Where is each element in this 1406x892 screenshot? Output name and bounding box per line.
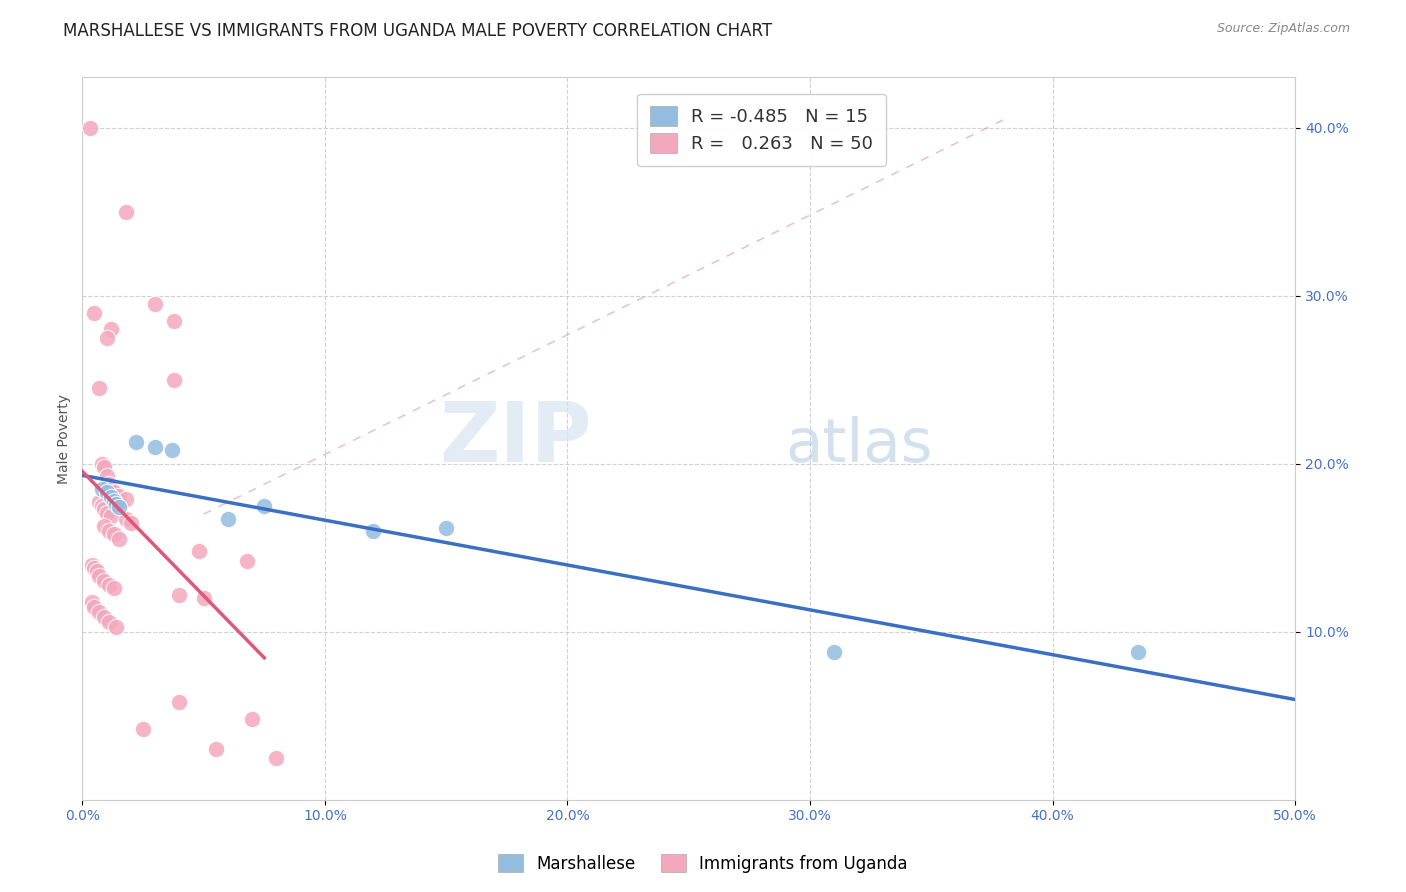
Point (240, 712, 263, 726)
Text: MARSHALLESE VS IMMIGRANTS FROM UGANDA MALE POVERTY CORRELATION CHART: MARSHALLESE VS IMMIGRANTS FROM UGANDA MA… (63, 22, 772, 40)
Point (132, 722, 155, 736)
Text: Source: ZipAtlas.com: Source: ZipAtlas.com (1216, 22, 1350, 36)
Legend: Marshallese, Immigrants from Uganda: Marshallese, Immigrants from Uganda (492, 847, 914, 880)
Point (86, 564, 108, 578)
Point (103, 527, 125, 541)
Point (93, 609, 115, 624)
Point (98, 524, 121, 538)
Point (103, 485, 125, 500)
Point (169, 588, 191, 602)
Point (100, 322, 122, 336)
Text: ZIP: ZIP (439, 398, 592, 479)
Point (266, 751, 288, 765)
Point (98, 615, 121, 629)
Legend: R = -0.485   N = 15, R =   0.263   N = 50: R = -0.485 N = 15, R = 0.263 N = 50 (637, 94, 886, 166)
Point (124, 434, 146, 449)
Point (90, 482, 112, 496)
Point (1126, 645, 1149, 659)
Point (89, 605, 111, 619)
Point (143, 440, 166, 454)
Point (90, 499, 112, 513)
Point (100, 491, 122, 505)
Point (163, 373, 186, 387)
Point (100, 508, 122, 523)
Text: atlas: atlas (786, 417, 934, 475)
Point (107, 500, 129, 515)
Point (163, 314, 186, 328)
Point (98, 578, 121, 592)
Point (193, 591, 215, 606)
Point (80, 558, 103, 572)
Point (823, 645, 845, 659)
Point (96, 485, 118, 500)
Point (204, 742, 226, 756)
Point (143, 297, 166, 311)
Point (96, 331, 118, 345)
Point (187, 544, 209, 558)
Point (120, 516, 142, 530)
Point (434, 521, 457, 535)
Point (103, 493, 125, 508)
Point (363, 524, 385, 538)
Point (160, 443, 183, 458)
Point (107, 533, 129, 547)
Point (83, 561, 105, 575)
Point (83, 305, 105, 319)
Point (93, 519, 115, 533)
Point (107, 489, 129, 503)
Point (89, 569, 111, 583)
Point (100, 482, 122, 496)
Point (93, 460, 115, 475)
Point (115, 204, 138, 219)
Point (115, 491, 138, 506)
Point (93, 574, 115, 589)
Point (169, 695, 191, 709)
Point (236, 554, 259, 568)
Point (253, 499, 276, 513)
Point (96, 506, 118, 520)
Point (79, 120, 101, 135)
Point (89, 495, 111, 509)
Point (90, 457, 112, 471)
Point (83, 599, 105, 614)
Point (98, 477, 121, 491)
Point (93, 502, 115, 516)
Point (105, 620, 128, 634)
Point (105, 497, 128, 511)
Point (115, 512, 138, 526)
Point (89, 381, 111, 395)
Y-axis label: Male Poverty: Male Poverty (58, 393, 72, 483)
Point (103, 581, 125, 595)
Point (96, 468, 118, 483)
Point (80, 594, 103, 608)
Point (217, 512, 239, 526)
